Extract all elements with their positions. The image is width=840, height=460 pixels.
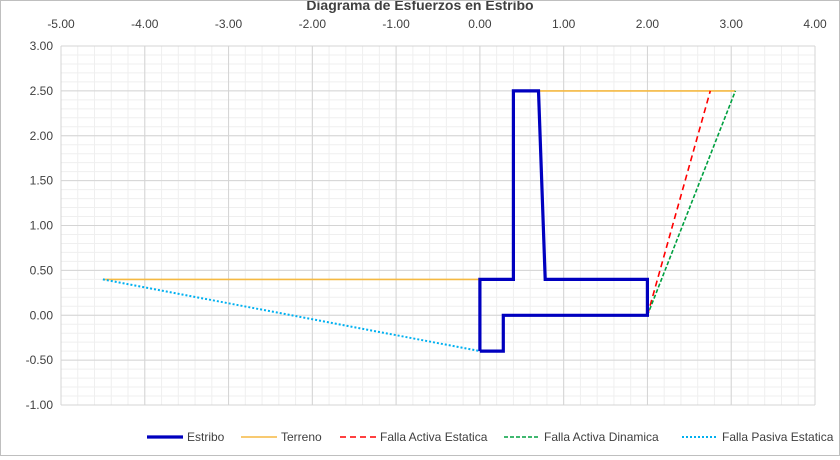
series-estribo [478, 89, 650, 353]
x-axis-ticks: -5.00 -4.00 -3.00 -2.00 -1.00 0.00 1.00 2.00 3.0… [47, 17, 827, 31]
y-tick-label: 0.00 [30, 308, 54, 322]
y-tick-label: -1.00 [26, 398, 54, 412]
y-tick-label: -0.50 [26, 353, 54, 367]
y-tick-label: 2.50 [30, 84, 54, 98]
series-falla-activa-estatica [646, 90, 712, 316]
x-tick-label: 1.00 [552, 17, 576, 31]
chart-title: Diagrama de Esfuerzos en Estribo [306, 1, 533, 13]
y-tick-label: 1.50 [30, 174, 54, 188]
legend-label-falla-pasiva-estatica: Falla Pasiva Estatica [722, 430, 834, 444]
y-tick-label: 2.00 [30, 129, 54, 143]
y-tick-label: 1.00 [30, 219, 54, 233]
grid-major [60, 45, 816, 406]
legend: Estribo Terreno Falla Activa Estatica Falla… [147, 430, 834, 444]
x-tick-label: -5.00 [47, 17, 75, 31]
x-tick-label: -1.00 [382, 17, 410, 31]
x-tick-label: -3.00 [215, 17, 243, 31]
legend-label-estribo: Estribo [187, 430, 225, 444]
legend-label-terreno: Terreno [281, 430, 322, 444]
series-falla-activa-dinamica [646, 90, 737, 316]
x-tick-label: 3.00 [720, 17, 744, 31]
x-tick-label: 0.00 [468, 17, 492, 31]
x-tick-label: 2.00 [636, 17, 660, 31]
x-tick-label: -4.00 [131, 17, 159, 31]
y-tick-label: 0.50 [30, 263, 54, 277]
legend-label-falla-activa-estatica: Falla Activa Estatica [380, 430, 488, 444]
series-layer [102, 89, 737, 353]
y-axis-ticks: 3.00 2.50 2.00 1.50 1.00 0.50 0.00 -0.50 -1.00 [26, 39, 54, 412]
y-tick-label: 3.00 [30, 39, 54, 53]
x-tick-label: -2.00 [299, 17, 327, 31]
x-tick-label: 4.00 [803, 17, 827, 31]
legend-label-falla-activa-dinamica: Falla Activa Dinamica [544, 430, 659, 444]
